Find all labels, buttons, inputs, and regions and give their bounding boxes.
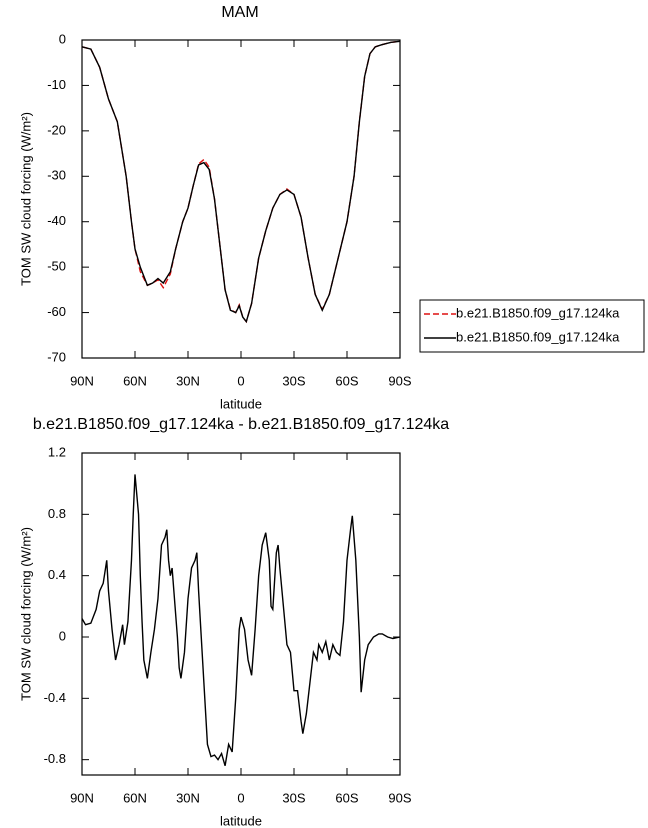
x-tick-label: 60N [123, 790, 147, 805]
y-tick-label: -0.4 [44, 690, 66, 705]
y-tick-label: -50 [47, 259, 66, 274]
y-tick-label: 1.2 [48, 444, 66, 459]
data-line [81, 474, 401, 766]
x-tick-label: 90S [388, 790, 411, 805]
data-line [81, 40, 401, 324]
y-tick-label: -60 [47, 304, 66, 319]
legend-label: b.e21.B1850.f09_g17.124ka [456, 329, 620, 344]
y-axis-label: TOM SW cloud forcing (W/m²) [18, 112, 33, 286]
x-tick-label: 30S [282, 790, 305, 805]
plot-frame [81, 452, 401, 776]
y-tick-label: -10 [47, 77, 66, 92]
y-tick-label: 0 [59, 31, 66, 46]
y-tick-label: 0.8 [48, 506, 66, 521]
y-tick-label: 0 [59, 628, 66, 643]
x-tick-label: 30N [176, 790, 200, 805]
legend-box [419, 299, 645, 353]
y-axis-label: TOM SW cloud forcing (W/m²) [18, 527, 33, 701]
y-tick-label: 0.4 [48, 567, 66, 582]
y-tick-label: -0.8 [44, 751, 66, 766]
chart-title: b.e21.B1850.f09_g17.124ka - b.e21.B1850.… [33, 416, 449, 433]
x-axis-label: latitude [220, 396, 262, 411]
y-tick-label: -40 [47, 213, 66, 228]
x-tick-label: 60N [123, 373, 147, 388]
x-tick-label: 0 [237, 373, 244, 388]
y-tick-label: -20 [47, 122, 66, 137]
x-tick-label: 30N [176, 373, 200, 388]
x-tick-label: 90N [70, 373, 94, 388]
plot-frame [81, 39, 401, 359]
x-tick-label: 60S [335, 373, 358, 388]
y-tick-label: -70 [47, 349, 66, 364]
x-tick-label: 90S [388, 373, 411, 388]
x-tick-label: 60S [335, 790, 358, 805]
x-tick-label: 90N [70, 790, 94, 805]
x-tick-label: 0 [237, 790, 244, 805]
chart-title: MAM [221, 4, 258, 21]
data-line [81, 40, 401, 324]
x-tick-label: 30S [282, 373, 305, 388]
x-axis-label: latitude [220, 813, 262, 828]
legend-label: b.e21.B1850.f09_g17.124ka [456, 305, 620, 320]
y-tick-label: -30 [47, 168, 66, 183]
